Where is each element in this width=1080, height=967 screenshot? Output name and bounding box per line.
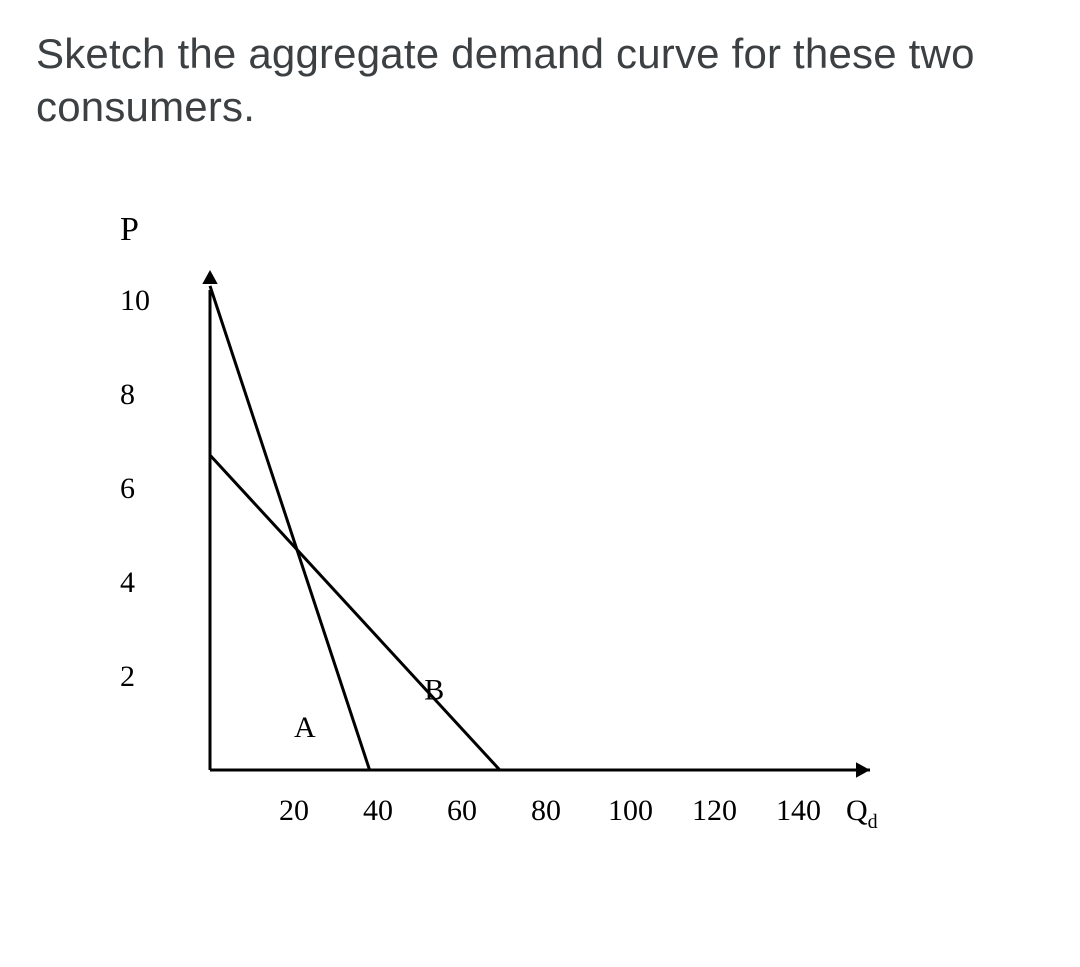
x-tick-label: 100 [608, 794, 653, 827]
x-tick-label: 20 [279, 794, 309, 827]
chart-svg: 2 4 6 8 10 P 20 40 60 80 100 120 140 Qd A B [100, 210, 1000, 930]
demand-chart: 2 4 6 8 10 P 20 40 60 80 100 120 140 Qd A B [100, 210, 1000, 930]
x-tick-label: 80 [531, 794, 561, 827]
x-tick-label: 120 [692, 794, 737, 827]
x-axis-label: Qd [846, 794, 878, 833]
y-tick-label: 2 [120, 660, 135, 693]
series-label-a: A [294, 711, 316, 744]
x-tick-label: 140 [776, 794, 821, 827]
y-axis-label: P [120, 211, 139, 248]
series-label-b: B [424, 674, 444, 707]
y-tick-label: 8 [120, 378, 135, 411]
y-tick-label: 6 [120, 472, 135, 505]
x-tick-label: 40 [363, 794, 393, 827]
x-tick-label: 60 [447, 794, 477, 827]
demand-line-a [210, 286, 370, 770]
y-tick-label: 10 [120, 284, 150, 317]
question-prompt: Sketch the aggregate demand curve for th… [36, 28, 1044, 133]
y-tick-label: 4 [120, 566, 135, 599]
